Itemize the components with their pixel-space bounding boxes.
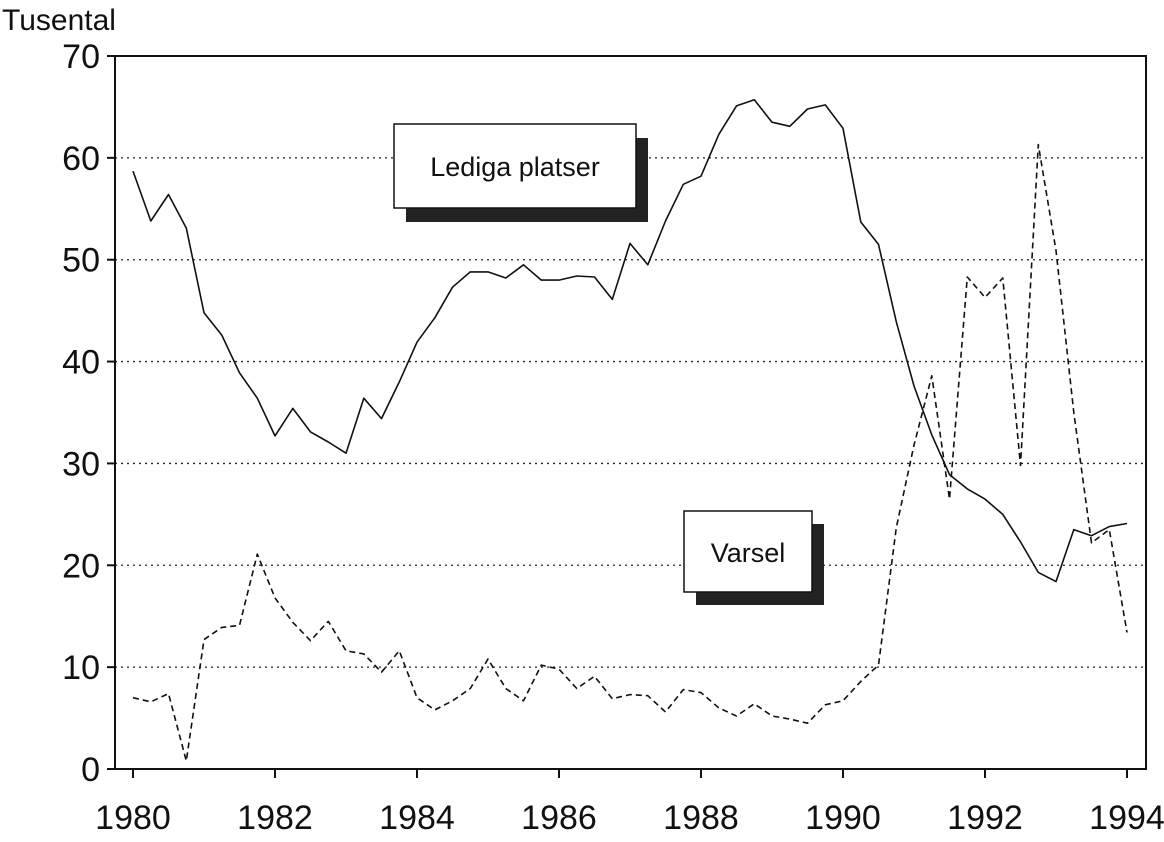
y-tick-label: 10 bbox=[62, 649, 100, 687]
y-tick-label: 40 bbox=[62, 344, 100, 382]
x-tick-label: 1988 bbox=[663, 799, 739, 837]
x-tick-label: 1986 bbox=[521, 799, 597, 837]
y-axis-unit-label: Tusental bbox=[2, 4, 116, 37]
series-label-lediga-platser: Lediga platser bbox=[430, 152, 600, 182]
x-tick-label: 1982 bbox=[237, 799, 313, 837]
y-tick-label: 0 bbox=[81, 751, 100, 789]
annotation-box bbox=[683, 510, 813, 593]
plot-frame bbox=[114, 55, 1147, 770]
x-tick-label: 1994 bbox=[1089, 799, 1164, 837]
x-tick-label: 1984 bbox=[379, 799, 455, 837]
x-tick-label: 1992 bbox=[947, 799, 1023, 837]
y-tick-label: 30 bbox=[62, 445, 100, 483]
y-tick-label: 50 bbox=[62, 242, 100, 280]
annotation-box bbox=[393, 123, 637, 209]
x-tick-label: 1990 bbox=[805, 799, 881, 837]
y-axis: 0 10 20 30 40 50 60 70 bbox=[62, 38, 115, 789]
series-line-lediga-platser bbox=[132, 99, 1128, 583]
x-axis: 1980 1982 1984 1986 1988 1990 1992 1994 bbox=[95, 769, 1164, 837]
x-tick-label: 1980 bbox=[95, 799, 171, 837]
series-layer bbox=[132, 99, 1128, 762]
y-tick-label: 60 bbox=[62, 140, 100, 178]
gridlines bbox=[115, 157, 1146, 668]
y-tick-label: 20 bbox=[62, 547, 100, 585]
series-line-varsel bbox=[132, 143, 1128, 762]
annotation-lediga-platser: Lediga platser bbox=[393, 123, 648, 222]
annotation-varsel: Varsel bbox=[683, 510, 824, 605]
y-tick-label: 70 bbox=[62, 38, 100, 76]
series-label-varsel: Varsel bbox=[711, 538, 786, 568]
